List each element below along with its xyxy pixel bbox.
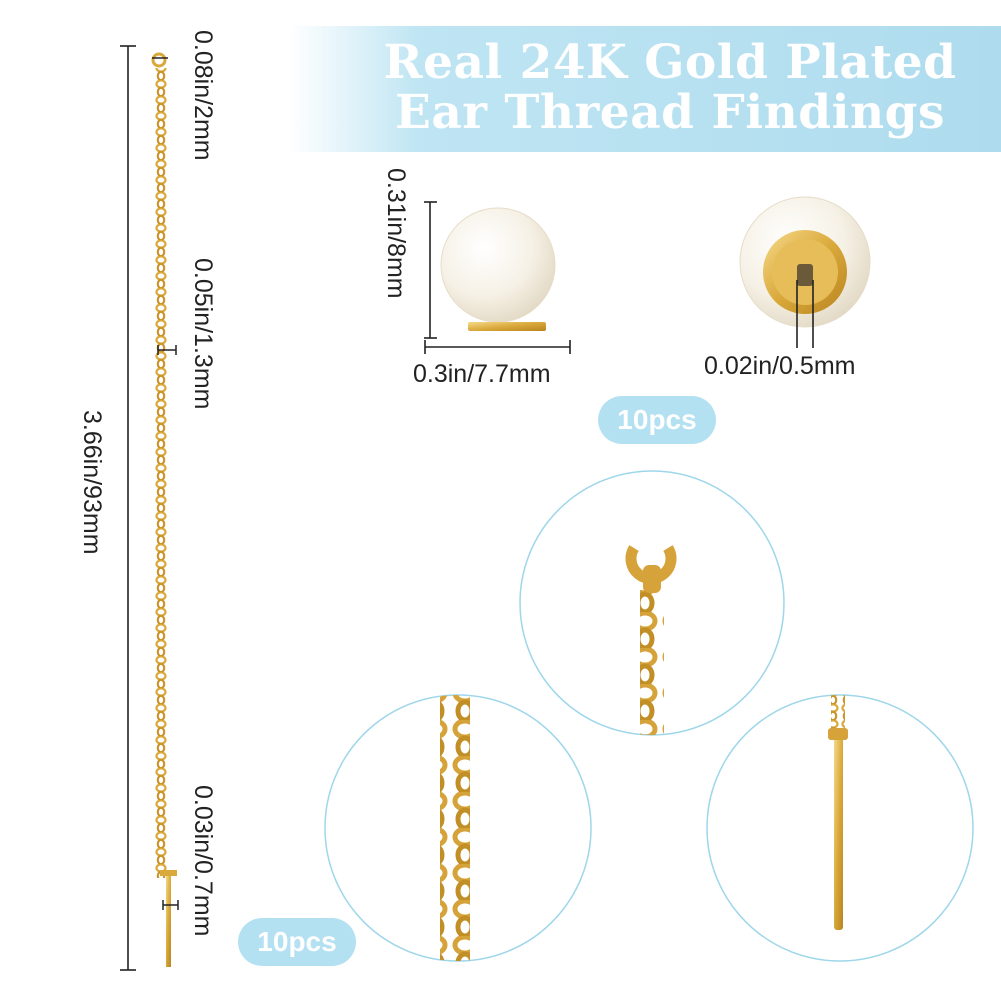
pearl-height-label: 0.31in/8mm xyxy=(382,168,410,299)
pearl-width-label: 0.3in/7.7mm xyxy=(413,360,551,388)
detail-pin-end xyxy=(706,694,974,962)
ear-thread-chain xyxy=(151,52,177,967)
pearl-height-dimension xyxy=(424,201,437,339)
title-line-1: Real 24K Gold Plated xyxy=(383,35,957,90)
pearls-quantity-badge: 10pcs xyxy=(598,396,716,444)
pin-width-label: 0.03in/0.7mm xyxy=(189,785,217,937)
ring-size-label: 0.08in/2mm xyxy=(189,30,217,161)
detail-ring-end xyxy=(519,470,785,736)
pearl-back-view xyxy=(739,196,871,328)
detail-chain xyxy=(324,694,592,962)
title-line-2: Ear Thread Findings xyxy=(395,85,945,140)
chain-width-label: 0.05in/1.3mm xyxy=(189,258,217,410)
hole-size-label: 0.02in/0.5mm xyxy=(704,352,856,380)
total-length-label: 3.66in/93mm xyxy=(78,410,106,555)
threads-quantity-badge: 10pcs xyxy=(238,918,356,966)
hole-dimension xyxy=(796,280,814,348)
total-length-dimension xyxy=(120,45,136,971)
title-banner xyxy=(290,26,1001,152)
pearl-front-view xyxy=(440,207,556,331)
pearl-width-dimension xyxy=(424,340,571,354)
